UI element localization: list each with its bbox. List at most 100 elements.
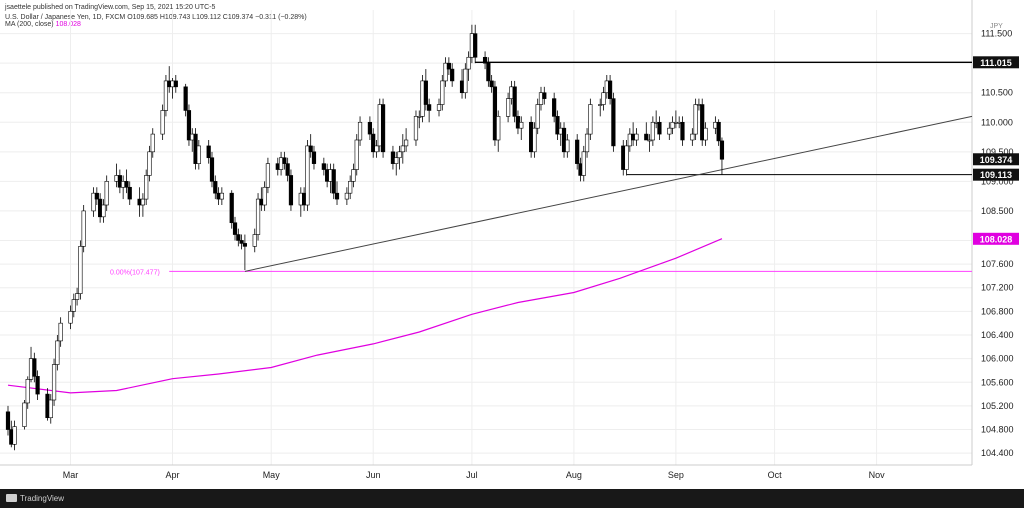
candle-up xyxy=(588,104,593,135)
candle-up xyxy=(601,92,606,105)
candle-up xyxy=(51,364,57,401)
candle-down xyxy=(331,169,336,194)
candle-down xyxy=(482,56,488,64)
candle-up xyxy=(404,139,409,147)
candle-up xyxy=(354,139,359,170)
price-axis-tag-label: 109.374 xyxy=(980,155,1013,165)
candle-up xyxy=(255,198,261,235)
candle-up xyxy=(348,181,353,194)
candle-up xyxy=(160,110,165,135)
y-tick-label: 107.200 xyxy=(981,283,1014,293)
candle-up xyxy=(374,145,379,153)
candle-down xyxy=(288,175,294,206)
legend-lines: U.S. Dollar / Japanese Yen, 1D, FXCM O10… xyxy=(5,14,307,28)
candle-up xyxy=(703,127,708,141)
candle-up xyxy=(581,151,586,176)
candle-down xyxy=(209,157,215,182)
candle-down xyxy=(371,133,376,153)
y-tick-label: 109.500 xyxy=(981,147,1014,157)
candle-up xyxy=(252,234,257,247)
candle-up xyxy=(400,145,405,153)
candle-down xyxy=(367,121,373,135)
candle-up xyxy=(647,139,652,142)
candle-down xyxy=(229,192,234,224)
candle-up xyxy=(71,299,76,312)
candle-up xyxy=(305,145,310,206)
candle-up xyxy=(81,210,86,247)
candle-down xyxy=(492,86,498,141)
candle-up xyxy=(344,192,349,200)
price-axis-tag-label: 108.028 xyxy=(980,234,1013,244)
candle-up xyxy=(48,399,53,419)
candle-down xyxy=(450,68,455,82)
candle-up xyxy=(440,80,445,105)
candle-down xyxy=(719,140,725,160)
y-tick-label: 105.200 xyxy=(981,401,1014,411)
price-chart[interactable]: 111.500111.000110.500110.000109.500109.0… xyxy=(0,0,1024,489)
x-tick-label: Oct xyxy=(768,470,783,480)
candle-down xyxy=(206,145,211,159)
currency-label: JPY xyxy=(990,23,1003,30)
candle-down xyxy=(486,62,491,82)
candle-up xyxy=(163,80,169,111)
candle-up xyxy=(147,151,152,176)
candle-down xyxy=(607,80,613,99)
candle-up xyxy=(417,116,422,118)
candle-down xyxy=(35,376,40,395)
candle-down xyxy=(236,234,241,241)
candle-down xyxy=(186,110,192,141)
symbol-ohlc: U.S. Dollar / Japanese Yen, 1D, FXCM O10… xyxy=(5,14,307,21)
price-axis-tag xyxy=(973,153,1019,166)
y-tick-label: 105.600 xyxy=(981,377,1014,387)
published-text: jsaettele published on TradingView.com, … xyxy=(5,4,216,11)
price-axis-tag-label: 111.015 xyxy=(980,58,1012,68)
y-tick-label: 110.000 xyxy=(981,117,1013,127)
candle-down xyxy=(127,186,132,200)
y-tick-label: 104.800 xyxy=(981,425,1014,435)
candle-up xyxy=(91,192,96,212)
candle-up xyxy=(532,127,537,153)
fib-level-label: 0.00%(107.477) xyxy=(110,269,160,276)
x-tick-label: Jun xyxy=(366,470,381,480)
candle-down xyxy=(285,163,290,176)
price-axis-tag-label: 109.113 xyxy=(980,170,1012,180)
candle-down xyxy=(173,80,178,88)
candle-down xyxy=(427,104,432,111)
ohlc-values: O109.685 H109.743 L109.112 C109.374 −0.3… xyxy=(127,14,307,21)
candle-up xyxy=(693,104,698,135)
candle-down xyxy=(611,98,616,147)
footer-bar: TradingView xyxy=(0,489,1024,508)
candle-down xyxy=(680,121,685,141)
candle-up xyxy=(463,68,468,94)
candle-up xyxy=(144,175,149,200)
candle-up xyxy=(150,133,155,153)
candle-up xyxy=(466,56,471,70)
candles-group xyxy=(5,24,725,451)
candle-down xyxy=(423,80,428,105)
symbol-name: U.S. Dollar / Japanese Yen, 1D, FXCM xyxy=(5,14,126,21)
footer-brand: TradingView xyxy=(20,494,65,503)
candle-down xyxy=(716,121,721,142)
price-axis-tag xyxy=(973,168,1019,181)
candle-down xyxy=(321,163,326,170)
candle-up xyxy=(443,62,448,82)
candle-up xyxy=(394,157,399,164)
candle-down xyxy=(183,86,188,111)
candle-up xyxy=(584,133,590,153)
candle-up xyxy=(12,426,17,445)
candle-down xyxy=(242,243,247,247)
candle-down xyxy=(473,33,478,58)
y-tick-label: 106.400 xyxy=(981,330,1014,340)
x-tick-label: Sep xyxy=(668,470,684,480)
candle-down xyxy=(542,92,547,99)
candle-down xyxy=(555,116,560,135)
y-tick-label: 110.500 xyxy=(981,88,1013,98)
candle-down xyxy=(213,181,218,194)
candle-up xyxy=(650,121,655,141)
candle-up xyxy=(22,402,27,427)
candle-down xyxy=(239,240,244,244)
candle-up xyxy=(397,151,402,159)
candle-down xyxy=(575,139,580,164)
x-tick-label: Mar xyxy=(63,470,79,480)
candle-up xyxy=(74,293,80,300)
